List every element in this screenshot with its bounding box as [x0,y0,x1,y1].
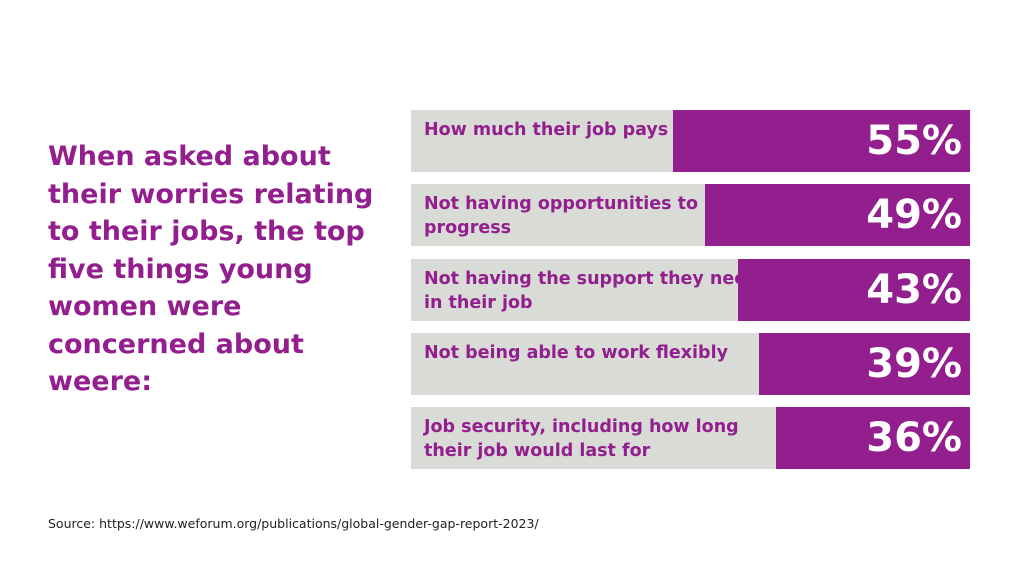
bar: 36% [775,407,970,470]
bar: 55% [672,110,970,172]
bar-row: 36% Job security, including how long thei… [411,407,970,470]
category-label: Not having the support they need in thei… [424,268,759,313]
bar-row: 55% How much their job pays [411,110,970,172]
bar-row: 49% Not having opportunities to progress [411,184,970,247]
category-label: Not being able to work flexibly [424,342,728,363]
category-label: Not having opportunities to progress [424,194,699,239]
bar-row: 39% Not being able to work flexibly [411,332,970,395]
value-label: 43% [866,266,962,313]
bar: 43% [737,258,970,321]
bar-row: 43% Not having the support they need in t… [411,258,970,321]
value-label: 36% [866,415,962,462]
bar: 39% [759,332,970,395]
category-label: How much their job pays [424,120,669,140]
source-note: Source: https://www.weforum.org/publicat… [48,516,539,531]
value-label: 39% [866,340,962,387]
bar-chart: 55% How much their job pays 49% Not having … [411,110,970,481]
value-label: 49% [866,192,962,239]
chart-title: When asked about their worries relating … [48,141,374,397]
category-label: Job security, including how long their j… [424,417,739,462]
bar: 49% [705,184,970,247]
value-label: 55% [866,118,962,164]
